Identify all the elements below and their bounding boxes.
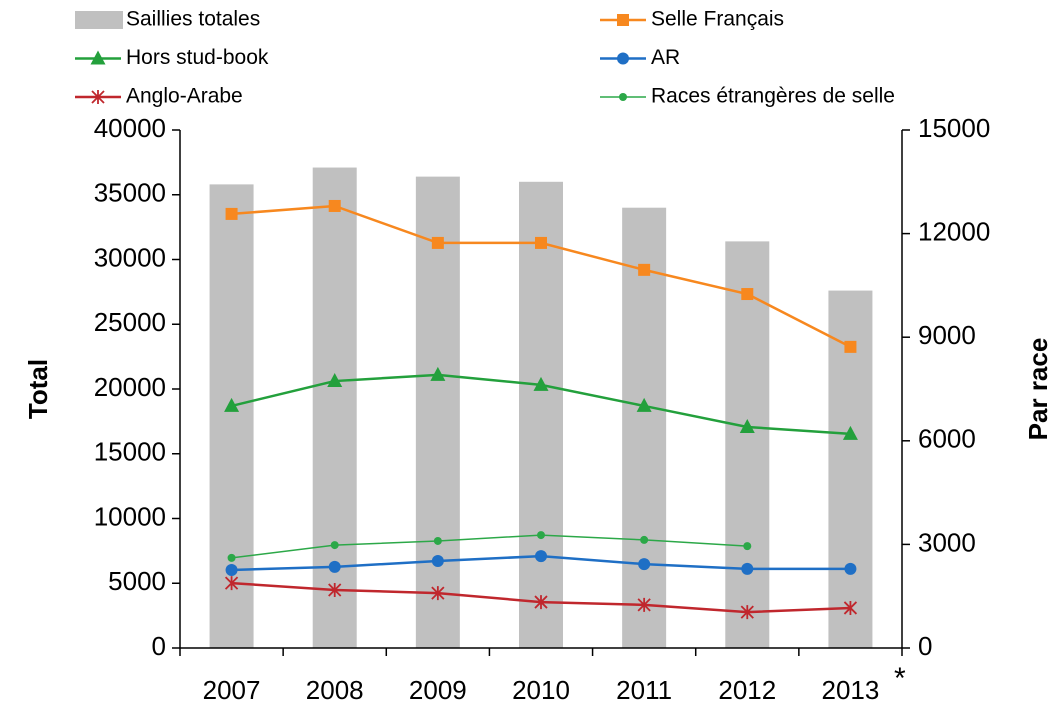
y-tick-label: 5000 [108,566,166,596]
series-marker [431,554,444,567]
y-tick-label: 40000 [94,113,166,143]
bar [519,181,563,649]
series-marker [328,582,342,597]
x-tick-label: 2008 [306,675,364,705]
series-marker [740,605,754,620]
x-tick-label: 2013 [822,675,880,705]
series-marker [535,550,547,563]
legend-marker [91,90,105,104]
series-line [231,534,748,559]
legend-marker [617,14,629,26]
series-marker [843,600,858,615]
y2-tick-label: 3000 [918,527,976,557]
y2-tick-label: 0 [918,631,932,661]
legend-marker [619,93,627,101]
series-marker [844,562,857,575]
x-tick-label: 2010 [512,675,570,705]
series-marker [638,558,651,571]
legend-marker [90,50,106,65]
series-marker [844,340,857,353]
bar [415,176,460,648]
series-marker [842,425,858,440]
y2-tick-label: 12000 [918,216,990,246]
x-tick-label: 2012 [718,675,776,705]
series-marker [636,397,652,412]
series-marker [534,595,548,610]
legend-label: Saillies totales [126,8,260,31]
annotation: * [894,662,906,695]
y-tick-label: 0 [152,631,166,661]
y2-tick-label: 15000 [918,113,990,143]
series-marker [743,542,752,551]
series-marker [638,263,651,276]
y-tick-label: 30000 [94,242,166,272]
y2-tick-label: 9000 [918,320,976,350]
y-tick-label: 35000 [94,178,166,208]
series-marker [640,535,649,544]
series-marker [431,236,444,249]
series-marker [224,576,239,591]
legend-label: Anglo-Arabe [126,85,243,108]
series-marker [224,397,240,412]
series-marker [741,562,754,575]
series-marker [533,376,549,391]
x-tick-label: 2009 [409,675,467,705]
series-marker [225,563,238,576]
y2-tick-label: 6000 [918,424,976,454]
legend-swatch [75,11,123,29]
legend-label: AR [651,46,680,69]
series-marker [739,418,755,433]
series-marker [430,366,446,381]
y-axis-label: Total [23,359,53,419]
legend-marker [617,52,629,65]
y2-axis-label: Par race [1023,338,1053,441]
series-marker [225,207,238,220]
series-marker [328,199,341,212]
series-marker [431,586,445,601]
legend-label: Hors stud-book [126,46,269,69]
y-tick-label: 25000 [94,307,166,337]
series-marker [327,373,343,388]
bar [725,241,770,648]
legend-label: Races étrangères de selle [651,85,895,108]
series-marker [537,531,545,540]
series-marker [741,288,754,301]
series-marker [330,541,339,550]
series-marker [433,536,442,545]
x-tick-label: 2007 [203,675,261,705]
series-marker [637,597,651,612]
y-tick-label: 20000 [94,372,166,402]
series-marker [328,560,341,573]
series-marker [535,236,547,249]
x-tick-label: 2011 [616,675,672,705]
series-marker [227,553,236,562]
y-tick-label: 10000 [94,501,166,531]
bar [622,207,667,648]
y-tick-label: 15000 [94,437,166,467]
legend-label: Selle Français [651,8,784,31]
bar [312,167,357,648]
